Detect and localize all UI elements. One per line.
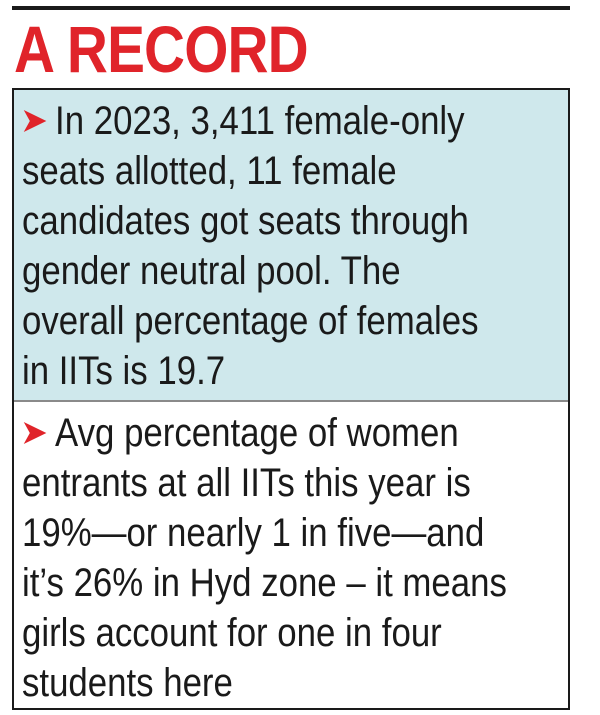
headline: A RECORD (14, 12, 309, 86)
point-1-line-3: candidates got seats through (22, 199, 469, 243)
point-box-1: In 2023, 3,411 female-only seats allotte… (14, 90, 568, 400)
point-2-line-3: 19%—or nearly 1 in five—and (22, 511, 485, 555)
point-2-line-5: girls account for one in four (22, 611, 442, 655)
point-2-line-1-text: Avg percentage of women (55, 411, 459, 455)
point-1-line-1: In 2023, 3,411 female-only (22, 96, 561, 146)
arrowhead-icon (23, 110, 47, 132)
point-2-line-1: Avg percentage of women (22, 408, 561, 458)
point-1-line-6: in IITs is 19.7 (22, 349, 226, 393)
points-panel: In 2023, 3,411 female-only seats allotte… (12, 88, 570, 710)
point-text-1: In 2023, 3,411 female-only seats allotte… (22, 96, 561, 396)
point-1-line-1-text: In 2023, 3,411 female-only (55, 99, 465, 143)
point-box-2: Avg percentage of women entrants at all … (14, 402, 568, 708)
point-2-line-2: entrants at all IITs this year is (22, 461, 471, 505)
point-text-2: Avg percentage of women entrants at all … (22, 408, 561, 708)
point-1-line-5: overall percentage of females (22, 299, 479, 343)
arrowhead-icon (23, 422, 47, 444)
point-2-line-4: it’s 26% in Hyd zone – it means (22, 561, 507, 605)
point-1-line-4: gender neutral pool. The (22, 249, 401, 293)
point-1-line-2: seats allotted, 11 female (22, 149, 397, 193)
top-rule (12, 6, 570, 10)
divider (14, 400, 568, 402)
point-2-line-6: students here (22, 661, 233, 705)
